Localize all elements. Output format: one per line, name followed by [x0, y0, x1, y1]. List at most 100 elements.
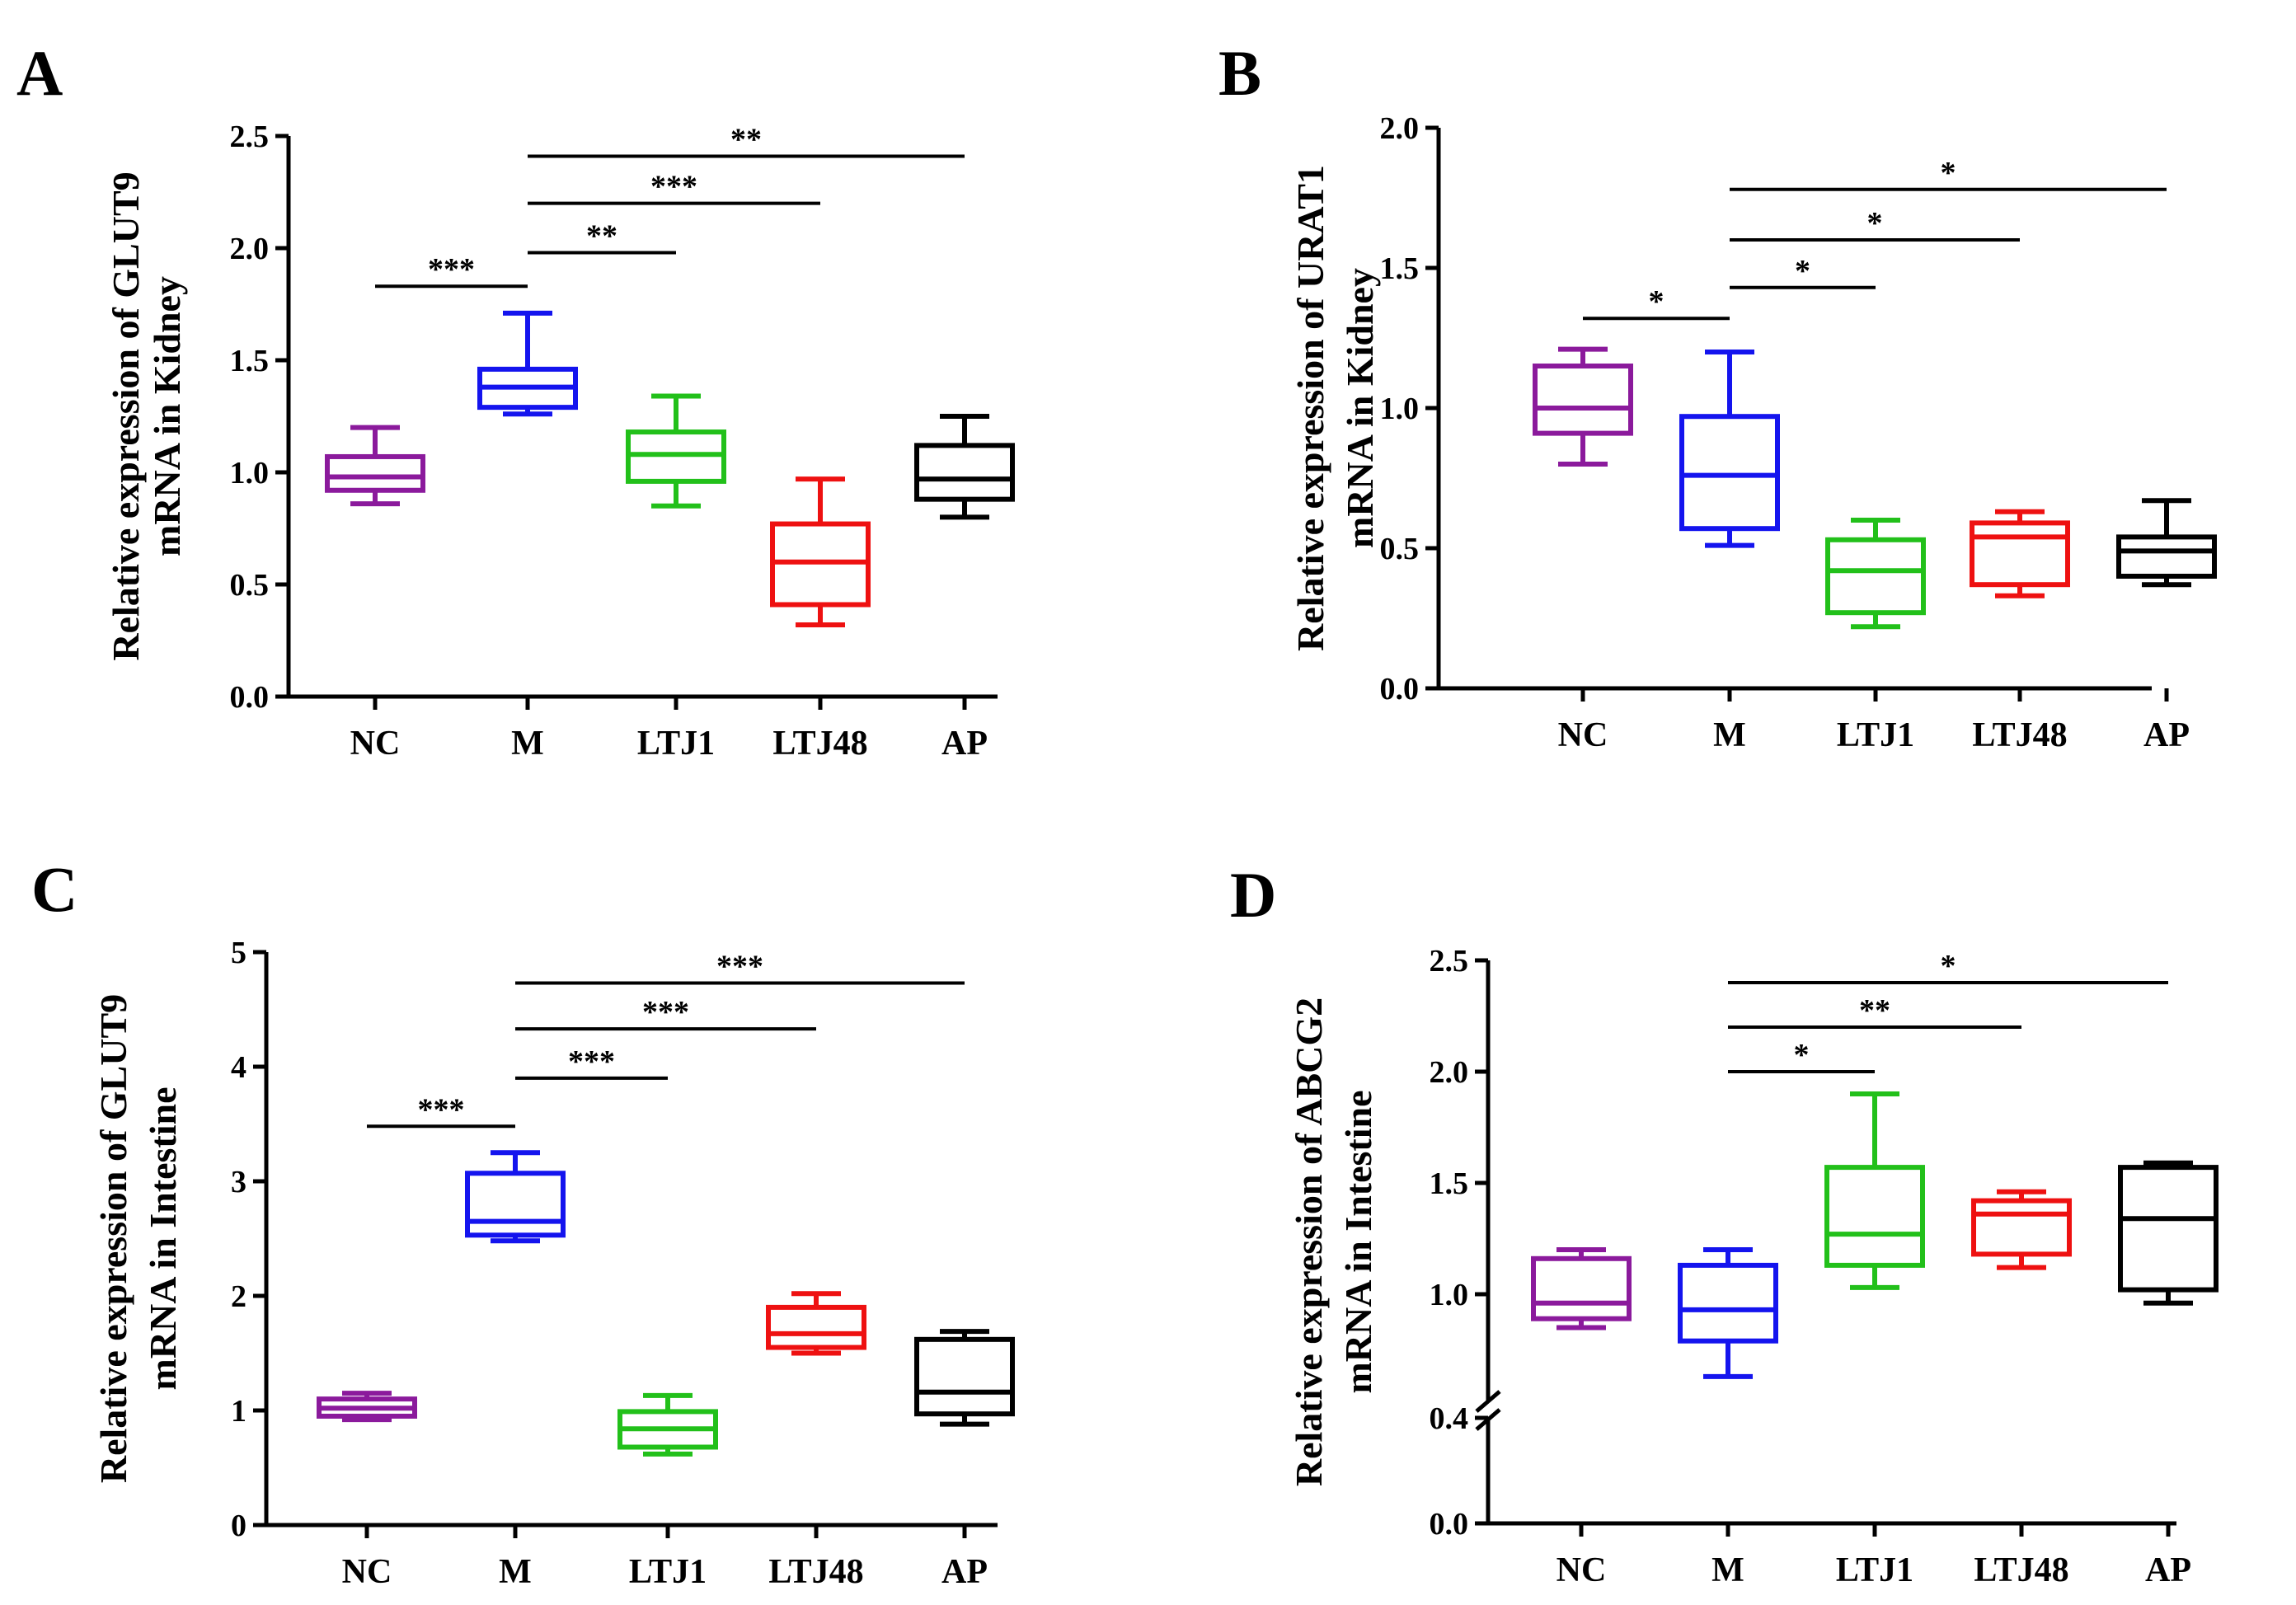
significance-label: *** [428, 252, 475, 287]
y-tick-label: 2 [231, 1279, 247, 1314]
box-iqr [1825, 537, 1926, 616]
y-axis-title-line2: mRNA in Intestine [142, 1086, 184, 1390]
x-tick-label: NC [342, 1553, 392, 1591]
y-tick-label: 3 [231, 1165, 247, 1199]
box-iqr [2116, 534, 2217, 580]
x-tick-label: NC [1556, 1551, 1607, 1589]
box-ap [2116, 498, 2217, 588]
significance-label: ** [1859, 993, 1890, 1028]
box-m [1678, 1247, 1778, 1379]
y-tick-label: 1.0 [1430, 1278, 1469, 1312]
significance-label: * [1867, 206, 1883, 241]
y-axis-title-line2: mRNA in Kidney [1339, 268, 1381, 548]
box-iqr [914, 1336, 1015, 1417]
y-axis-title-line2: mRNA in Kidney [146, 276, 188, 556]
significance-label: *** [716, 950, 763, 984]
x-tick-label: LTJ48 [768, 1553, 863, 1591]
box-iqr [1531, 1255, 1632, 1321]
x-tick-label: M [1713, 716, 1746, 754]
significance-label: *** [650, 170, 697, 204]
box-nc [1531, 1247, 1632, 1330]
box-m [465, 1150, 566, 1244]
axis-break-mark [1475, 1390, 1501, 1413]
box-ltj1 [626, 393, 726, 509]
y-tick-label: 1.5 [230, 344, 270, 378]
box-iqr [1679, 414, 1780, 532]
x-tick-label: LTJ1 [637, 725, 715, 763]
x-tick-label: LTJ1 [1837, 716, 1914, 754]
panel-label: C [31, 853, 77, 925]
y-tick-label: 5 [231, 936, 247, 970]
y-axis-title-line1: Relative expression of URAT1 [1289, 165, 1331, 651]
box-iqr [325, 453, 425, 493]
significance-label: ** [730, 122, 762, 157]
x-tick-label: AP [941, 725, 988, 763]
box-ap [2118, 1160, 2219, 1306]
x-tick-label: AP [2145, 1551, 2191, 1589]
box-iqr [914, 443, 1015, 502]
box-ltj48 [1971, 1189, 2072, 1270]
box-iqr [465, 1171, 566, 1238]
x-tick-label: LTJ48 [1974, 1551, 2068, 1589]
y-tick-label: 0.0 [1380, 672, 1420, 706]
significance-label: * [1795, 254, 1810, 289]
x-tick-label: M [1711, 1551, 1744, 1589]
x-tick-label: LTJ48 [772, 725, 867, 763]
box-m [477, 310, 578, 417]
x-tick-label: NC [350, 725, 401, 763]
box-nc [325, 425, 425, 507]
y-axis-title-line1: Relative expression of ABCG2 [1288, 997, 1330, 1486]
y-tick-label: 0.0 [230, 680, 270, 715]
box-ltj1 [617, 1392, 718, 1457]
panel-d: D 0.0 0.4 1.0 1.5 2.0 2.5 NC M LTJ1 LTJ48 AP Relativ… [1230, 859, 2219, 1589]
panel-label: D [1230, 859, 1276, 931]
y-tick-label: 1.5 [1430, 1166, 1469, 1201]
significance-label: ** [586, 218, 617, 253]
panel-a: A 0.0 0.5 1.0 1.5 2.0 2.5 NC M LTJ1 LTJ48 AP Relativ… [16, 37, 1015, 763]
y-tick-label: 2.5 [1430, 944, 1469, 978]
significance-label: *** [568, 1044, 615, 1079]
y-tick-label: 0.0 [1430, 1507, 1469, 1542]
box-ltj1 [1825, 518, 1926, 630]
box-ltj48 [770, 476, 871, 627]
y-tick-label: 4 [231, 1050, 247, 1085]
y-axis-title-line2: mRNA in Intestine [1337, 1090, 1379, 1393]
y-tick-label: 2.5 [230, 120, 270, 154]
box-ltj1 [1824, 1091, 1925, 1290]
box-iqr [1971, 1198, 2072, 1257]
x-tick-label: M [511, 725, 544, 763]
y-tick-label: 1 [231, 1394, 247, 1429]
box-ap [914, 1329, 1015, 1427]
significance-label: * [1941, 156, 1956, 190]
x-tick-label: LTJ1 [629, 1553, 707, 1591]
y-tick-label: 0.4 [1430, 1401, 1469, 1436]
significance-label: *** [418, 1092, 465, 1127]
box-nc [317, 1391, 417, 1423]
y-tick-label: 0.5 [1380, 532, 1420, 566]
box-iqr [1678, 1262, 1778, 1344]
y-tick-label: 1.0 [230, 456, 270, 490]
y-tick-label: 0 [231, 1509, 247, 1543]
box-nc [1533, 346, 1633, 467]
y-axis-title-line1: Relative expression of GLUT9 [105, 171, 147, 660]
x-tick-label: M [499, 1553, 532, 1591]
box-ltj48 [766, 1291, 866, 1356]
box-iqr [1533, 364, 1633, 436]
x-tick-label: LTJ1 [1836, 1551, 1913, 1589]
y-axis-title-line1: Relative expression of GLUT9 [92, 994, 134, 1483]
significance-label: * [1941, 949, 1956, 983]
panel-label: A [16, 37, 63, 109]
box-ap [914, 414, 1015, 520]
box-iqr [1824, 1165, 1925, 1268]
x-tick-label: NC [1558, 716, 1608, 754]
y-tick-label: 2.0 [1430, 1055, 1469, 1090]
box-iqr [1970, 520, 2070, 588]
y-tick-label: 1.0 [1380, 392, 1420, 426]
significance-label: * [1649, 284, 1664, 319]
box-ltj48 [1970, 509, 2070, 598]
box-iqr [766, 1304, 866, 1350]
panel-b: B 0.0 0.5 1.0 1.5 2.0 NC M LTJ1 LTJ48 AP Relative e… [1218, 37, 2217, 754]
panel-c: C 0 1 2 3 4 5 NC M LTJ1 LTJ48 AP Relative expression… [31, 853, 1015, 1591]
significance-label: * [1794, 1038, 1810, 1072]
